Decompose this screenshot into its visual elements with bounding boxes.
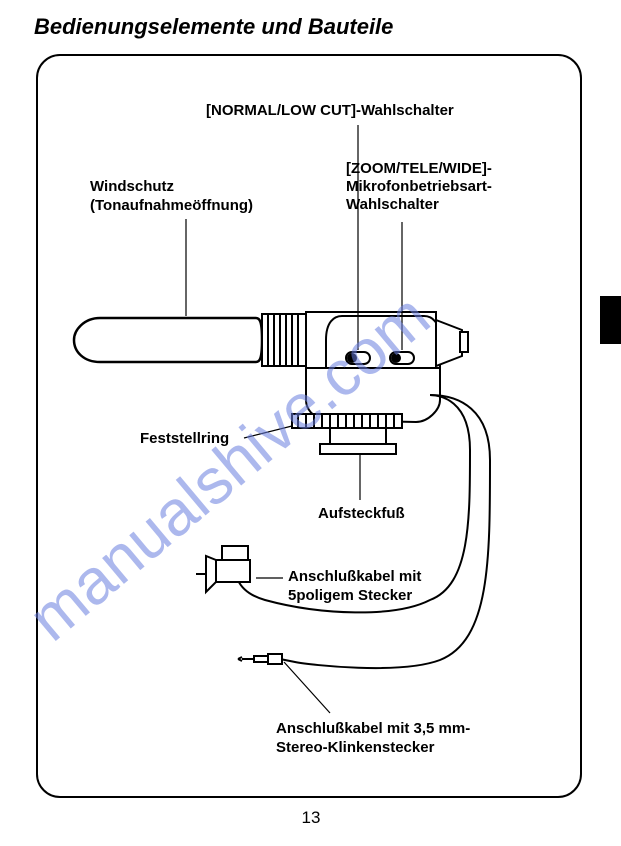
microphone-diagram [0, 0, 621, 846]
barrel-ridges [262, 314, 306, 366]
locking-ring [292, 414, 402, 428]
mic-top-shell [326, 316, 440, 370]
windscreen-shape [74, 318, 262, 362]
plug-jack [238, 654, 282, 664]
hot-shoe-foot [320, 428, 396, 454]
mic-front-cap [436, 320, 462, 366]
